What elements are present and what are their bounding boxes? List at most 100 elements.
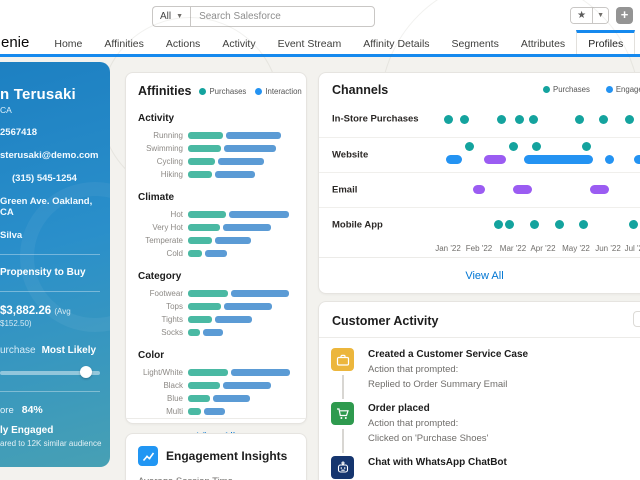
channel-dot [531,142,541,152]
channels-legend: Purchases Engagement [543,85,640,94]
insights-metric-label: Average Session Time [138,476,294,480]
activity-item-line2: Clicked on 'Purchase Shoes' [368,432,489,444]
affinity-row-label: Cold [166,249,183,258]
channels-header: Channels Purchases Engagement [319,73,640,102]
timeline-connector [342,375,344,399]
affinity-row-label: Black [163,381,183,390]
channel-dot [598,114,608,124]
channel-row-mobile-app: Mobile App [319,206,640,242]
affinity-bar-purchases [188,290,228,297]
affinity-bar-interaction [215,237,251,244]
affinity-row-label: Cycling [156,157,183,166]
channels-plot: In-Store Purchases Website Email Mobile … [319,102,640,242]
score-label: ore [0,405,14,416]
affinity-bars [188,303,272,310]
search-input[interactable] [190,6,376,27]
channel-dot [528,114,538,124]
customer-phone[interactable]: (315) 545-1254 [12,173,77,184]
affinity-bar-purchases [188,145,221,152]
affinity-bar-interaction [215,316,252,323]
activity-item-whatsapp-chat[interactable]: Chat with WhatsApp ChatBot [331,456,640,480]
activity-item-service-case[interactable]: Created a Customer Service Case Action t… [331,348,640,402]
affinity-row: Hot [138,208,296,221]
legend-dot-purchases [199,87,207,95]
channel-dot [514,114,524,124]
activity-item-order-placed[interactable]: Order placed Action that prompted: Click… [331,402,640,456]
affinity-bars [188,382,271,389]
engagement-score: ore 84% [0,404,104,416]
affinity-bar-purchases [188,132,223,139]
affinity-bar-interaction [215,171,255,178]
affinity-bars [188,237,251,244]
affinity-bars [188,395,250,402]
activity-item-line1: Action that prompted: [368,417,459,429]
affinity-bar-purchases [188,303,221,310]
affinity-row-label: Light/White [142,368,183,377]
affinity-group-title: Climate [138,192,175,203]
activity-filter-button[interactable]: 2 [633,311,640,327]
global-add-button[interactable]: + [616,7,633,24]
affinity-row-label: Very Hot [152,223,183,232]
affinity-row: Multi [138,405,296,418]
affinity-bars [188,369,290,376]
tab-event-stream[interactable]: Event Stream [277,37,342,50]
axis-tick-label: Apr '22 [530,243,556,253]
activity-header: Customer Activity 2 [319,302,640,338]
affinity-row: Hiking [138,168,296,181]
channel-dot [529,220,539,230]
likelihood-slider[interactable] [0,366,104,378]
customer-id: 2567418 [0,127,37,138]
activity-item-text: Created a Customer Service Case Action t… [368,348,528,402]
affinity-bar-purchases [188,250,202,257]
channels-view-all-link[interactable]: View All [465,270,504,282]
axis-tick-label: Mar '22 [499,243,527,253]
customer-name: n Terusaki [0,86,76,103]
affinity-row-label: Hiking [160,170,183,179]
affinity-bars [188,211,289,218]
channel-label: Mobile App [332,219,383,231]
affinity-bar-purchases [188,382,220,389]
next-purchase: urchase Most Likely [0,345,104,356]
affinity-row-label: Temperate [145,236,183,245]
axis-tick-label: Jul '22 [624,243,640,253]
cart-icon [331,402,354,425]
score-value: 84% [21,404,43,416]
channel-row-in-store: In-Store Purchases [319,102,640,137]
axis-tick-label: Jun '22 [595,243,621,253]
channel-label: Website [332,149,369,161]
affinity-bars [188,408,225,415]
affinity-row-label: Footwear [149,289,183,298]
slider-knob[interactable] [80,366,92,378]
channel-row-email: Email [319,171,640,207]
legend-interaction: Interaction [255,87,302,96]
legend-dot-engagement [605,86,613,93]
activity-title: Customer Activity [332,314,439,328]
customer-email[interactable]: sterusaki@demo.com [0,150,99,161]
activity-timeline: Created a Customer Service Case Action t… [319,338,640,480]
next-purchase-value: Most Likely [41,345,97,356]
affinity-bars [188,316,252,323]
affinity-bar-interaction [229,211,289,218]
channel-dot [554,220,564,230]
channel-label: Email [332,184,358,196]
affinity-bar-purchases [188,237,212,244]
account-owner: Silva [0,230,23,241]
affinity-bars [188,171,255,178]
affinity-row: Swimming [138,142,296,155]
insights-title: Engagement Insights [166,449,288,463]
affinity-bar-interaction [223,382,271,389]
channel-dot [459,114,469,124]
channel-pill [513,185,532,195]
axis-tick-label: Feb '22 [465,243,493,253]
channel-dot [581,142,591,152]
affinity-row: Black [138,379,296,392]
channels-card: Channels Purchases Engagement In-Store P… [318,72,640,294]
legend-engagement: Engagement [605,85,640,94]
affinity-group-title: Color [138,350,165,361]
tab-home[interactable]: Home [54,37,83,50]
affinity-row: Running [138,129,296,142]
activity-item-title: Order placed [368,403,430,414]
channel-dot [493,220,503,230]
affinity-bar-purchases [188,316,212,323]
affinities-groups: Activity Running Swimming Cycling Hiking Clim… [126,98,306,418]
